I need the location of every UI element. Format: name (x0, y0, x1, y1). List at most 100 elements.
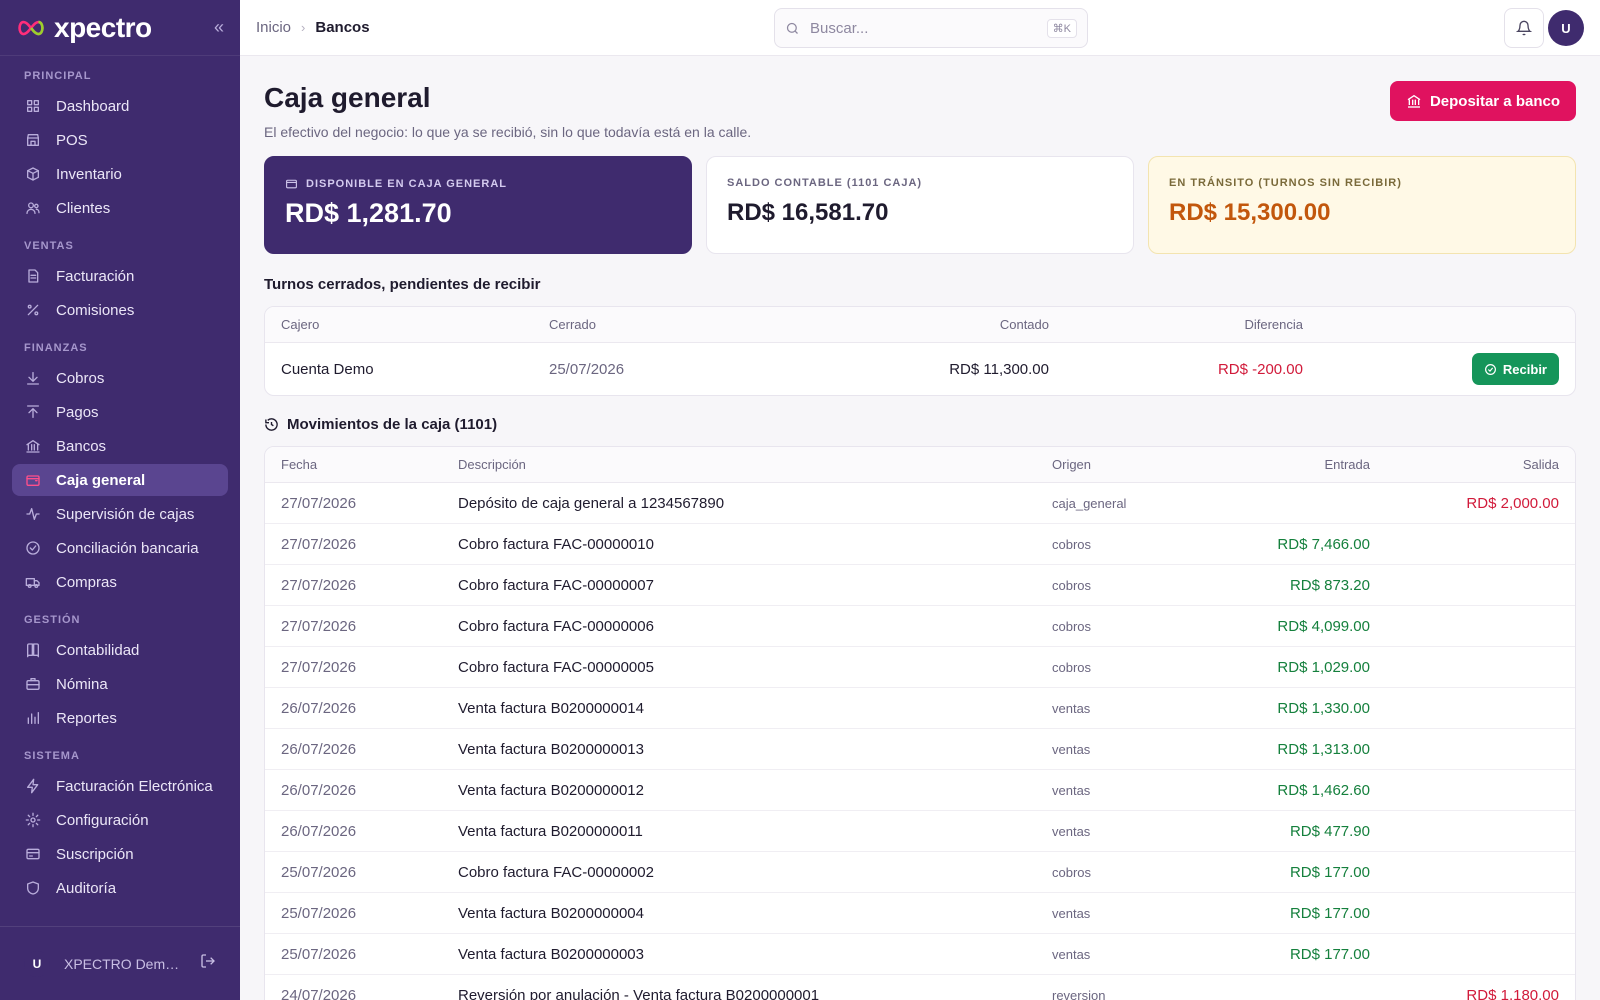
book-balance-label: SALDO CONTABLE (1101 CAJA) (727, 177, 923, 189)
sidebar-item-compras[interactable]: Compras (12, 566, 228, 598)
origen-cell: ventas (1052, 823, 1091, 839)
logout-icon[interactable] (200, 953, 216, 974)
available-value: RD$ 1,281.70 (285, 198, 452, 228)
movements-heading-text: Movimientos de la caja (1101) (287, 415, 498, 433)
table-row: 27/07/2026 Depósito de caja general a 123… (265, 483, 1575, 524)
sidebar-item-label: Caja general (56, 471, 146, 489)
activity-icon (24, 505, 42, 523)
table-row: 27/07/2026 Cobro factura FAC-00000010 cobr… (265, 524, 1575, 565)
nav-section-finanzas: FINANZAS Cobros Pagos Bancos Caja general Sup… (0, 340, 240, 598)
table-row: 27/07/2026 Cobro factura FAC-00000007 cobr… (265, 565, 1575, 606)
sidebar-item-pagos[interactable]: Pagos (12, 396, 228, 428)
deposit-to-bank-button[interactable]: Depositar a banco (1389, 81, 1576, 121)
recibir-label: Recibir (1502, 361, 1547, 377)
sidebar-item-bancos[interactable]: Bancos (12, 430, 228, 462)
sidebar-item-auditoria[interactable]: Auditoría (12, 872, 228, 904)
bar-chart-icon (24, 709, 42, 727)
fecha-cell: 27/07/2026 (281, 658, 357, 676)
sidebar-item-supervision-de-cajas[interactable]: Supervisión de cajas (12, 498, 228, 530)
sidebar-item-label: Cobros (56, 369, 105, 387)
sidebar-item-comisiones[interactable]: Comisiones (12, 294, 228, 326)
table-row: 26/07/2026 Venta factura B0200000011 venta… (265, 811, 1575, 852)
org-name: XPECTRO Demo S.R.L. (64, 955, 186, 972)
descripcion-cell: Cobro factura FAC-00000002 (458, 863, 654, 881)
truck-icon (24, 573, 42, 591)
sidebar-item-label: Conciliación bancaria (56, 539, 199, 557)
topbar: Inicio › Bancos ⌘K U (240, 0, 1600, 56)
sidebar-item-nomina[interactable]: Nómina (12, 668, 228, 700)
sidebar-footer: U XPECTRO Demo S.R.L. (0, 926, 240, 1000)
origen-cell: cobros (1052, 618, 1092, 634)
sidebar-item-pos[interactable]: POS (12, 124, 228, 156)
page-title: Caja general (264, 82, 431, 113)
box-icon (24, 165, 42, 183)
entrada-cell: RD$ 1,029.00 (1277, 658, 1370, 676)
search-icon (785, 21, 800, 36)
collapse-sidebar-icon[interactable]: « (213, 17, 224, 37)
descripcion-cell: Cobro factura FAC-00000010 (458, 535, 654, 553)
sidebar-item-label: Inventario (56, 165, 122, 183)
salida-cell: RD$ 1,180.00 (1466, 987, 1559, 1000)
search-box[interactable]: ⌘K (774, 8, 1088, 48)
sidebar-item-configuracion[interactable]: Configuración (12, 804, 228, 836)
col-descripcion: Descripción (458, 457, 526, 472)
sidebar-item-label: Facturación (56, 267, 135, 285)
pending-table-header: Cajero Cerrado Contado Diferencia (265, 307, 1575, 343)
table-row: Cuenta Demo 25/07/2026 RD$ 11,300.00 RD$… (265, 343, 1575, 395)
sidebar-item-reportes[interactable]: Reportes (12, 702, 228, 734)
bank-icon (24, 437, 42, 455)
sidebar-item-inventario[interactable]: Inventario (12, 158, 228, 190)
fecha-cell: 26/07/2026 (281, 740, 357, 758)
nav-section-ventas: VENTAS Facturación Comisiones (0, 238, 240, 326)
nav-section-title: GESTIÓN (24, 614, 81, 626)
sidebar-item-clientes[interactable]: Clientes (12, 192, 228, 224)
sidebar-item-dashboard[interactable]: Dashboard (12, 90, 228, 122)
movements-heading: Movimientos de la caja (1101) (264, 414, 1576, 434)
nav-section-sistema: SISTEMA Facturación Electrónica Configurac… (0, 748, 240, 904)
entrada-cell: RD$ 177.00 (1289, 904, 1370, 922)
in-transit-card: EN TRÁNSITO (TURNOS SIN RECIBIR) RD$ 15,… (1148, 156, 1576, 254)
pending-shifts-table: Cajero Cerrado Contado Diferencia Cuenta… (264, 306, 1576, 396)
sidebar-item-contabilidad[interactable]: Contabilidad (12, 634, 228, 666)
sidebar-item-suscripcion[interactable]: Suscripción (12, 838, 228, 870)
col-contado: Contado (999, 317, 1049, 332)
page-header: Caja general El efectivo del negocio: lo… (264, 56, 1576, 156)
available-label: DISPONIBLE EN CAJA GENERAL (306, 177, 508, 190)
store-icon (24, 131, 42, 149)
sidebar-item-facturacion[interactable]: Facturación (12, 260, 228, 292)
recibir-button[interactable]: Recibir (1471, 353, 1559, 385)
breadcrumb-home[interactable]: Inicio (256, 19, 292, 36)
sidebar-item-conciliacion-bancaria[interactable]: Conciliación bancaria (12, 532, 228, 564)
descripcion-cell: Venta factura B0200000003 (458, 945, 644, 963)
sidebar-item-cobros[interactable]: Cobros (12, 362, 228, 394)
origen-cell: reversion (1052, 988, 1106, 1000)
sidebar-item-caja-general[interactable]: Caja general (12, 464, 228, 496)
col-entrada: Entrada (1324, 457, 1370, 472)
table-row: 26/07/2026 Venta factura B0200000014 venta… (265, 688, 1575, 729)
descripcion-cell: Cobro factura FAC-00000007 (458, 576, 654, 594)
sidebar-item-label: Configuración (56, 811, 149, 829)
user-avatar[interactable]: U (1548, 10, 1584, 46)
col-cerrado: Cerrado (549, 317, 596, 332)
movements-table-header: Fecha Descripción Origen Entrada Salida (265, 447, 1575, 483)
sidebar-item-facturacion-electronica[interactable]: Facturación Electrónica (12, 770, 228, 802)
diferencia-cell: RD$ -200.00 (1217, 360, 1303, 378)
history-icon (265, 417, 278, 431)
table-row: 25/07/2026 Venta factura B0200000004 venta… (265, 893, 1575, 934)
entrada-cell: RD$ 1,313.00 (1277, 740, 1370, 758)
xpectro-logo-icon (18, 20, 44, 35)
nav-section-title: VENTAS (24, 240, 74, 252)
sidebar-item-label: Comisiones (56, 301, 135, 319)
origen-cell: ventas (1052, 741, 1091, 757)
sidebar-item-label: Pagos (56, 403, 99, 421)
brand-name: xpectro (54, 11, 152, 43)
search-input[interactable] (810, 19, 1047, 37)
available-card: DISPONIBLE EN CAJA GENERAL RD$ 1,281.70 (264, 156, 692, 254)
entrada-cell: RD$ 177.00 (1289, 863, 1370, 881)
origen-cell: ventas (1052, 782, 1091, 798)
sidebar-item-label: Reportes (56, 709, 117, 727)
entrada-cell: RD$ 4,099.00 (1277, 617, 1370, 635)
notifications-button[interactable] (1504, 8, 1544, 48)
origen-cell: ventas (1052, 700, 1091, 716)
pending-shifts-heading: Turnos cerrados, pendientes de recibir (264, 275, 541, 293)
